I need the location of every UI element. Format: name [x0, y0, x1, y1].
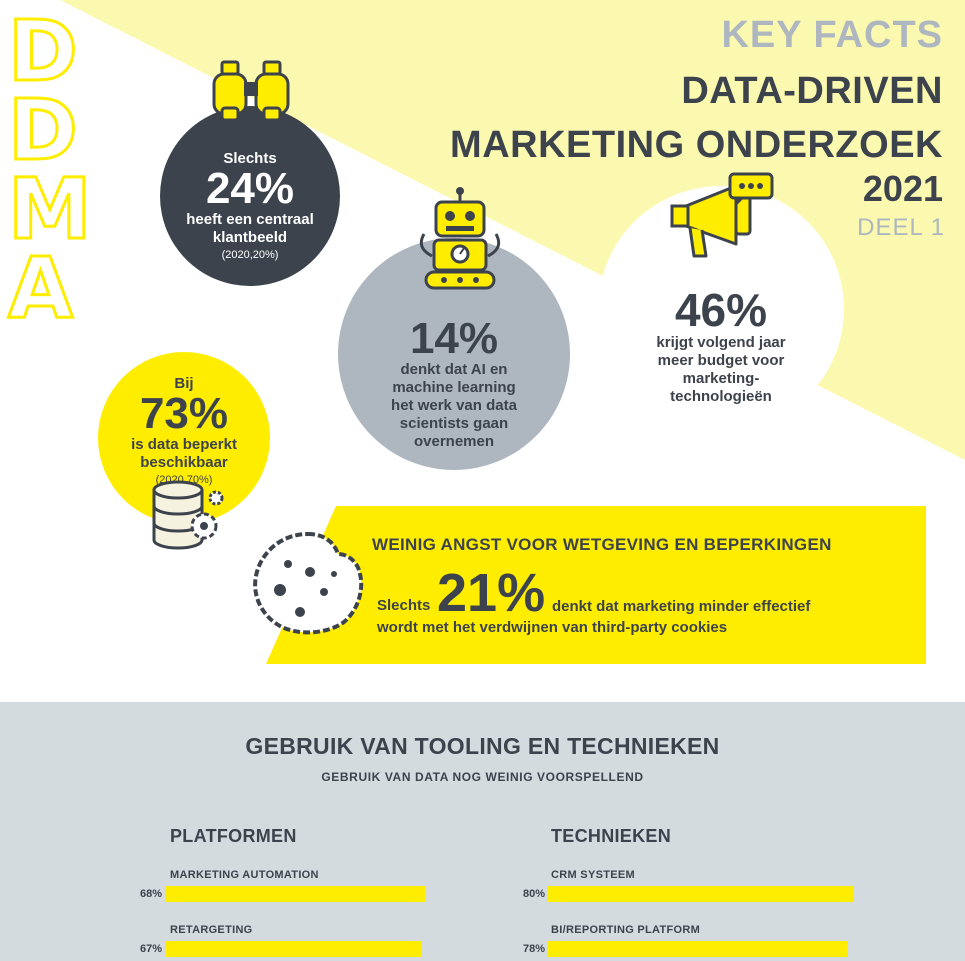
fact-budget-line: marketing- [682, 370, 760, 387]
fact-data-line: is data beperkt [131, 435, 237, 453]
tooling-title: GEBRUIK VAN TOOLING EN TECHNIEKEN [245, 733, 720, 759]
fact-data-value: 73% [139, 388, 229, 438]
title-line-1: DATA-DRIVEN [681, 70, 943, 112]
fact-central-circle: Slechts 24% heeft een centraal klantbeel… [160, 106, 340, 286]
fact-budget-line: meer budget voor [657, 352, 785, 369]
bar-pct: 67% [139, 943, 162, 955]
fact-ai-line: denkt dat AI en [400, 361, 508, 378]
platformen-heading: PLATFORMEN [170, 826, 297, 846]
fact-ai-circle: 14% denkt dat AI en machine learning het… [338, 238, 570, 470]
fact-budget-line: technologieën [670, 388, 772, 405]
logo-letter: A [7, 239, 75, 337]
database-gear-icon [152, 480, 224, 550]
fact-budget-line: krijgt volgend jaar [656, 334, 786, 351]
bar-label: BI/REPORTING PLATFORM [551, 924, 701, 936]
fact-ai-line: het werk van data [391, 397, 517, 414]
fact-central-note: (2020,20%) [221, 248, 279, 261]
bar-label: CRM SYSTEEM [551, 869, 635, 881]
fact-data-line: beschikbaar [140, 453, 228, 471]
binoculars-icon [212, 60, 290, 122]
fact-budget-value: 46% [674, 284, 768, 336]
fact-central-value: 24% [205, 163, 295, 213]
tooling-section [0, 702, 965, 961]
banner-line-2: wordt met het verdwijnen van third-party… [377, 619, 728, 636]
banner-heading: WEINIG ANGST VOOR WETGEVING EN BEPERKING… [372, 535, 832, 554]
bar [548, 886, 854, 902]
robot-icon [419, 187, 501, 290]
logo-letter: D [7, 81, 80, 179]
banner-line-1: denkt dat marketing minder effectief [552, 598, 811, 615]
fact-data-pre: Bij [174, 374, 194, 392]
bar [548, 941, 847, 957]
bar [165, 886, 425, 902]
title-part: DEEL 1 [857, 214, 945, 241]
banner-pre: Slechts [377, 597, 431, 614]
bar-pct: 80% [522, 888, 545, 900]
fact-ai-line: scientists gaan [399, 415, 509, 432]
key-facts-label: KEY FACTS [721, 14, 943, 56]
banner-value: 21% [437, 563, 546, 623]
title-line-2: MARKETING ONDERZOEK [450, 124, 943, 166]
fact-ai-line: machine learning [392, 379, 516, 396]
cookies-banner-bg [266, 506, 926, 664]
bar-pct: 68% [139, 888, 162, 900]
fact-central-line: klantbeeld [212, 228, 288, 246]
bar-label: RETARGETING [170, 924, 253, 936]
tooling-subtitle: GEBRUIK VAN DATA NOG WEINIG VOORSPELLEND [321, 770, 644, 784]
page-title: DATA-DRIVEN MARKETING ONDERZOEK [450, 64, 943, 172]
title-year: 2021 [862, 168, 943, 209]
bar [165, 941, 422, 957]
bar-label: MARKETING AUTOMATION [170, 869, 319, 881]
fact-ai-value: 14% [409, 314, 499, 363]
fact-central-line: heeft een centraal [186, 210, 314, 228]
logo-letter: D [7, 2, 80, 100]
technieken-heading: TECHNIEKEN [551, 826, 672, 846]
bar-pct: 78% [522, 943, 545, 955]
fact-central-pre: Slechts [223, 149, 277, 167]
logo-letter: M [7, 160, 94, 258]
ddma-logo: D D M A [7, 2, 94, 337]
fact-ai-line: overnemen [413, 433, 495, 450]
megaphone-icon [670, 172, 774, 258]
cookie-icon [253, 531, 364, 635]
